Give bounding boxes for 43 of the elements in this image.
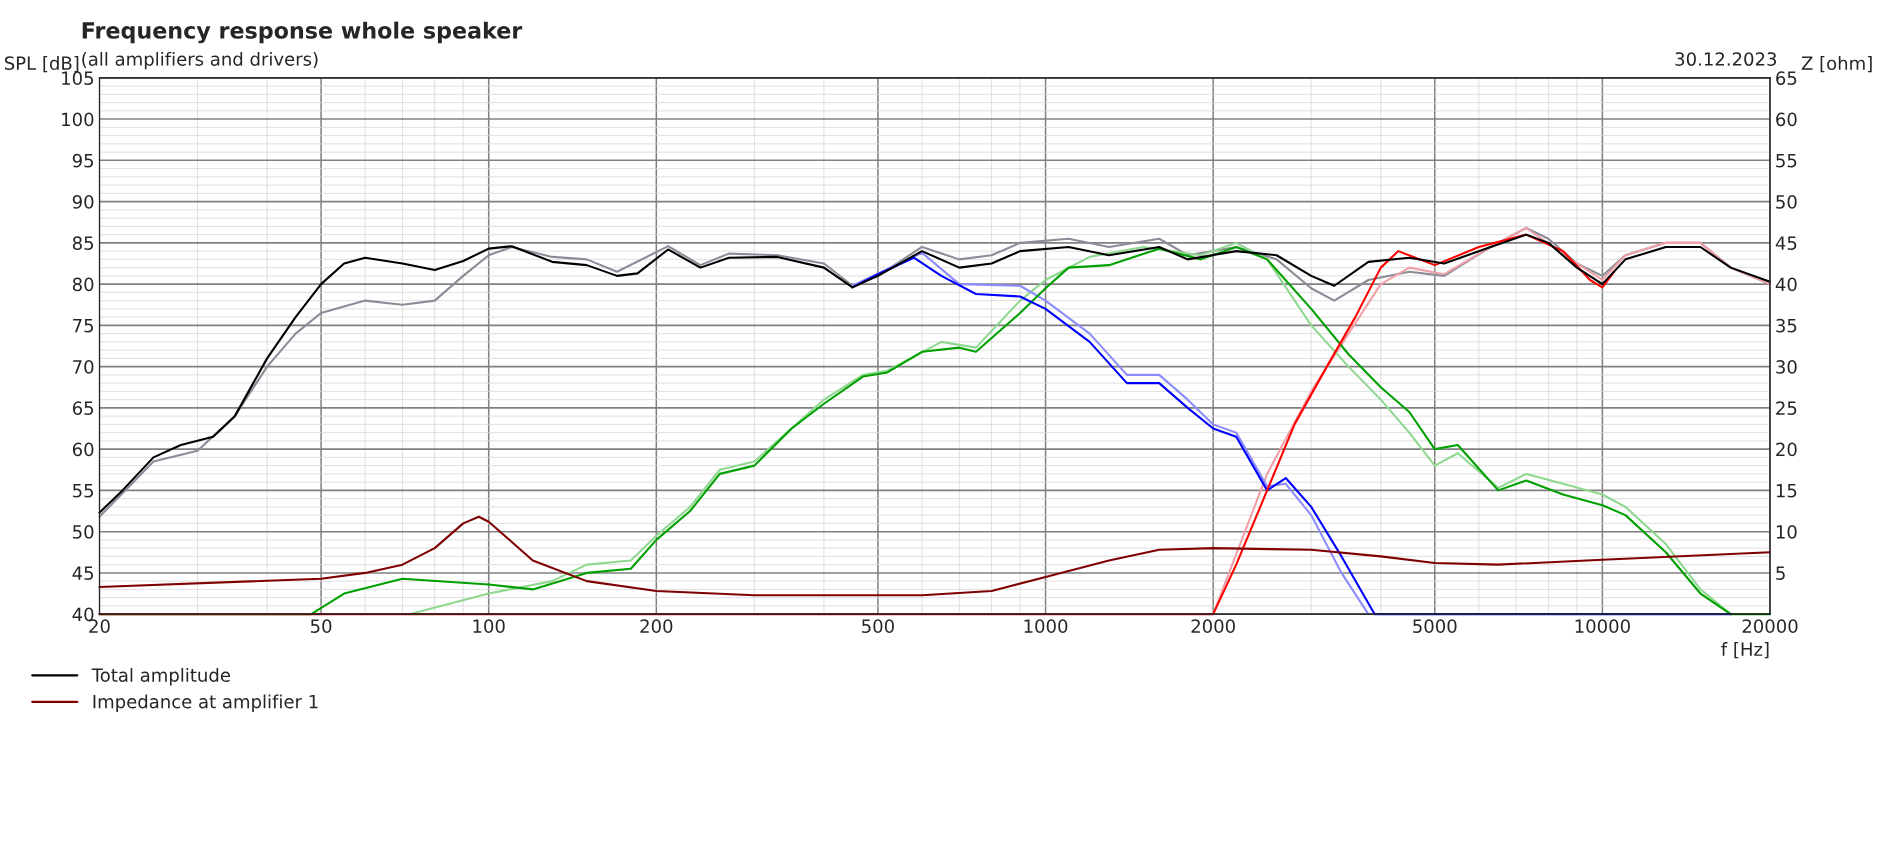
y2-tick-label: 40	[1775, 277, 1797, 292]
y-tick-label: 45	[72, 566, 94, 581]
y-tick-label: 75	[73, 319, 94, 333]
y-tick-label: 65	[72, 401, 94, 415]
chart-title: Frequency response whole speaker	[82, 21, 523, 44]
y-tick-label: 105	[62, 71, 94, 85]
x-tick-label: 1000	[1024, 619, 1068, 633]
x-tick-label: 10000	[1575, 619, 1630, 633]
y-tick-label: 95	[72, 153, 94, 168]
x-tick-label: 20000	[1742, 619, 1798, 633]
y2-tick-label: 5	[1776, 566, 1785, 581]
x-tick-label: 200	[640, 619, 673, 633]
y2-tick-label: 60	[1776, 112, 1797, 127]
y-axis-title: SPL [dB]	[4, 56, 79, 73]
y2-axis-title: Z [ohm]	[1801, 56, 1872, 73]
y2-tick-label: 35	[1776, 318, 1797, 333]
x-tick-label: 500	[862, 619, 894, 633]
x-axis-title: f [Hz]	[1721, 642, 1769, 659]
legend-label: Total amplitude	[91, 667, 230, 686]
y2-tick-label: 15	[1776, 484, 1797, 498]
y2-tick-label: 30	[1776, 360, 1797, 374]
y2-tick-label: 25	[1776, 401, 1797, 415]
x-tick-label: 100	[473, 619, 505, 633]
y-tick-label: 70	[73, 360, 94, 374]
y-tick-label: 85	[72, 236, 94, 250]
y-tick-label: 55	[73, 484, 94, 498]
x-tick-label: 5000	[1413, 619, 1457, 633]
y2-tick-label: 65	[1776, 71, 1797, 85]
y-tick-label: 60	[72, 442, 94, 457]
y2-tick-label: 50	[1776, 195, 1797, 209]
y2-tick-label: 10	[1776, 525, 1797, 539]
y-tick-label: 90	[72, 195, 94, 209]
chart-subtitle: (all amplifiers and drivers)	[82, 51, 318, 70]
legend-label: Impedance at amplifier 1	[93, 694, 318, 712]
x-tick-label: 2000	[1191, 619, 1235, 633]
y-tick-label: 80	[72, 277, 94, 292]
y2-tick-label: 20	[1776, 442, 1797, 457]
y2-tick-label: 55	[1776, 154, 1797, 168]
y-tick-label: 50	[73, 525, 94, 539]
y2-tick-label: 45	[1775, 236, 1797, 250]
text: 30.12.2023	[1675, 52, 1777, 66]
x-tick-label: 50	[310, 619, 332, 633]
y-tick-label: 100	[62, 112, 94, 127]
